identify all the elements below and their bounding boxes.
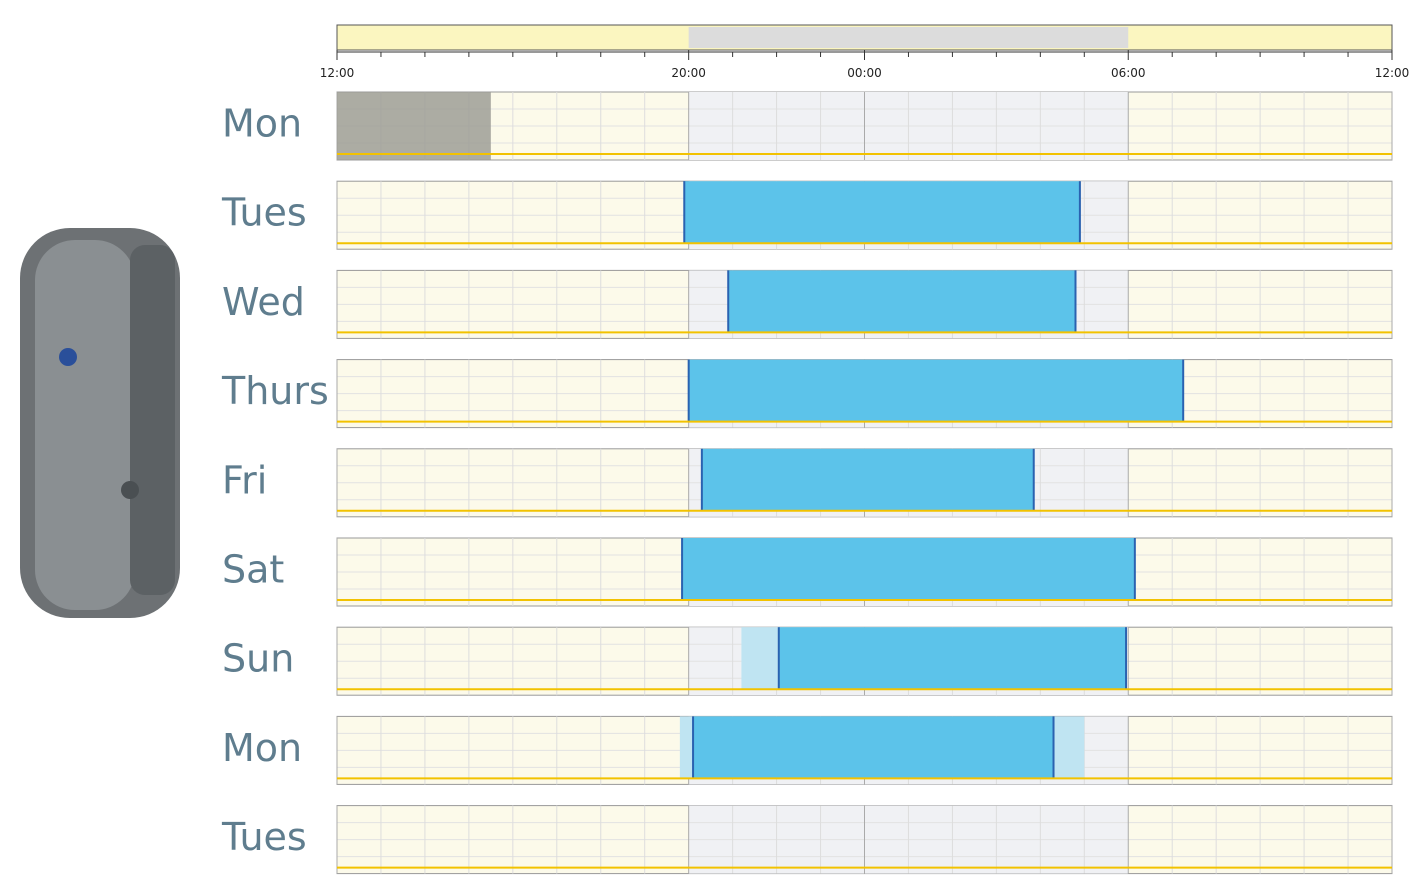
x-tick-label: 20:00 xyxy=(671,66,706,80)
day-label: Tues xyxy=(221,815,307,859)
day-label: Wed xyxy=(222,280,305,324)
sleep-period xyxy=(693,716,1054,779)
day-label: Tues xyxy=(221,191,307,235)
rest-period xyxy=(741,627,779,690)
sleep-period xyxy=(778,627,1127,690)
sleep-period xyxy=(688,359,1184,422)
sleep-period xyxy=(682,538,1135,600)
sleep-period xyxy=(701,448,1034,511)
day-label: Mon xyxy=(222,726,302,770)
x-tick-label: 12:00 xyxy=(320,66,355,80)
wristband xyxy=(20,228,180,618)
no-data xyxy=(337,92,491,160)
day-label: Thurs xyxy=(221,369,329,413)
sleep-period xyxy=(728,270,1076,333)
x-tick-label: 06:00 xyxy=(1111,66,1146,80)
day-label: Fri xyxy=(222,458,267,502)
day-label: Mon xyxy=(222,102,302,146)
night-bar xyxy=(688,27,1129,48)
day-label: Sun xyxy=(222,637,294,681)
x-tick-label: 00:00 xyxy=(847,66,882,80)
sleep-period xyxy=(684,181,1080,244)
x-tick-label: 12:00 xyxy=(1375,66,1410,80)
day-label: Sat xyxy=(222,548,284,592)
